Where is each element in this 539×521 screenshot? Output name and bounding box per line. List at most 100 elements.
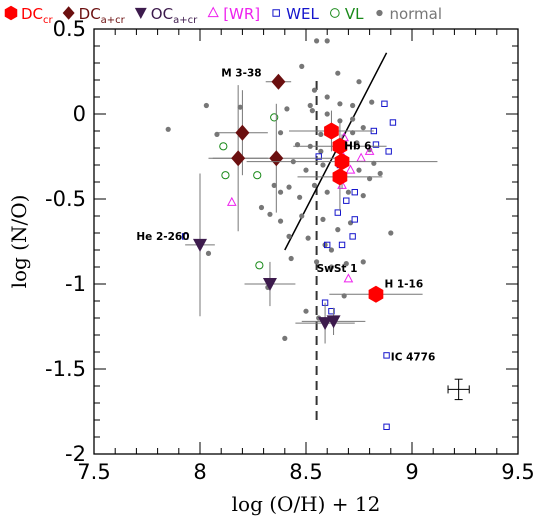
point-normal <box>324 38 330 44</box>
point-normal <box>350 116 356 122</box>
y-axis-title: log (N/O) <box>7 195 31 289</box>
point-normal <box>324 94 330 100</box>
point-normal <box>297 194 303 200</box>
point-normal <box>343 261 349 267</box>
point-normal <box>322 242 328 248</box>
point-normal <box>203 102 209 109</box>
legend: DC cr DC a+cr OC a+cr [WR] WEL VL normal <box>4 5 442 26</box>
point-wel <box>351 189 358 196</box>
point-oc_acr <box>326 315 341 329</box>
legend-marker-dc_cr <box>4 5 18 21</box>
point-normal <box>350 102 356 109</box>
point-wel <box>383 352 390 359</box>
legend-marker-wr <box>207 6 219 18</box>
point-wel <box>328 308 335 315</box>
legend-marker-normal <box>376 9 383 17</box>
y-tick-label: -1.5 <box>45 357 86 381</box>
point-normal <box>299 213 305 219</box>
object-label: M 3-38 <box>221 68 261 80</box>
point-dc_acr <box>231 150 246 167</box>
point-normal <box>284 106 290 112</box>
point-wel <box>372 141 380 148</box>
point-wr <box>345 164 356 174</box>
point-normal <box>307 102 313 109</box>
point-vl <box>253 171 262 180</box>
legend-sub-dc_cr: cr <box>43 15 53 26</box>
x-tick-label: 9.5 <box>501 460 534 484</box>
series-wr <box>226 132 375 283</box>
point-normal <box>286 184 292 190</box>
y-tick-label: 0.5 <box>53 17 86 41</box>
point-normal <box>335 70 341 76</box>
y-tick-label: -2 <box>65 442 86 466</box>
y-tick-label: 0 <box>73 102 86 126</box>
series-dc_acr <box>208 73 340 232</box>
point-normal <box>328 264 335 270</box>
point-dc_acr <box>235 124 250 141</box>
point-vl <box>219 142 228 151</box>
point-normal <box>369 99 375 105</box>
y-tick-label: -1 <box>65 272 86 296</box>
legend-label-dc_acr: DC <box>79 5 101 23</box>
point-normal <box>282 335 288 341</box>
point-wel <box>383 423 390 431</box>
point-normal <box>360 193 366 199</box>
point-oc_acr <box>318 317 333 331</box>
point-wel <box>343 197 350 204</box>
series-vl <box>219 113 279 270</box>
point-wel <box>338 241 346 249</box>
point-normal <box>309 108 315 114</box>
legend-marker-dc_acr <box>62 6 75 20</box>
point-dc_cr <box>368 285 384 303</box>
point-normal <box>314 38 320 44</box>
point-normal <box>303 167 309 173</box>
point-normal <box>324 111 330 117</box>
point-normal <box>311 182 318 188</box>
point-normal <box>320 216 326 222</box>
object-label: H 1-16 <box>384 278 423 290</box>
point-wr <box>226 196 237 206</box>
point-normal <box>205 250 212 256</box>
point-dc_cr <box>324 122 339 140</box>
point-normal <box>286 233 292 239</box>
legend-marker-vl <box>330 8 340 18</box>
point-normal <box>360 259 366 265</box>
point-normal <box>356 79 362 85</box>
point-normal <box>165 126 171 132</box>
series-normal <box>165 38 394 341</box>
legend-marker-wel <box>272 9 280 17</box>
point-normal <box>314 259 320 265</box>
object-label: IC 4776 <box>391 352 436 364</box>
point-normal <box>318 148 324 154</box>
point-normal <box>258 204 265 211</box>
point-normal <box>388 230 394 236</box>
x-tick-label: 8 <box>193 460 206 484</box>
point-normal <box>320 162 326 168</box>
point-normal <box>299 63 305 69</box>
point-normal <box>305 235 311 241</box>
point-normal <box>328 247 335 253</box>
point-wel <box>351 216 358 223</box>
point-normal <box>318 131 324 137</box>
point-wr <box>356 152 366 162</box>
point-wr <box>364 145 375 155</box>
point-wel <box>324 241 331 249</box>
point-wel <box>389 119 397 126</box>
legend-marker-oc_acr <box>134 7 147 19</box>
point-wr <box>343 273 354 283</box>
x-tick-label: 9 <box>405 460 418 484</box>
point-dc_acr <box>269 150 284 167</box>
point-normal <box>311 87 318 93</box>
point-normal <box>277 189 284 195</box>
legend-label-vl: VL <box>345 5 364 23</box>
legend-label-dc_cr: DC <box>21 5 43 23</box>
point-dc_cr <box>334 153 350 171</box>
point-dc_cr <box>332 168 348 186</box>
object-label: SwSt 1 <box>317 263 358 275</box>
object-label: Hb 6 <box>344 141 371 153</box>
point-normal <box>337 101 343 107</box>
point-wel <box>349 233 356 240</box>
point-normal <box>288 255 294 262</box>
legend-sub-oc_acr: a+cr <box>173 15 198 26</box>
